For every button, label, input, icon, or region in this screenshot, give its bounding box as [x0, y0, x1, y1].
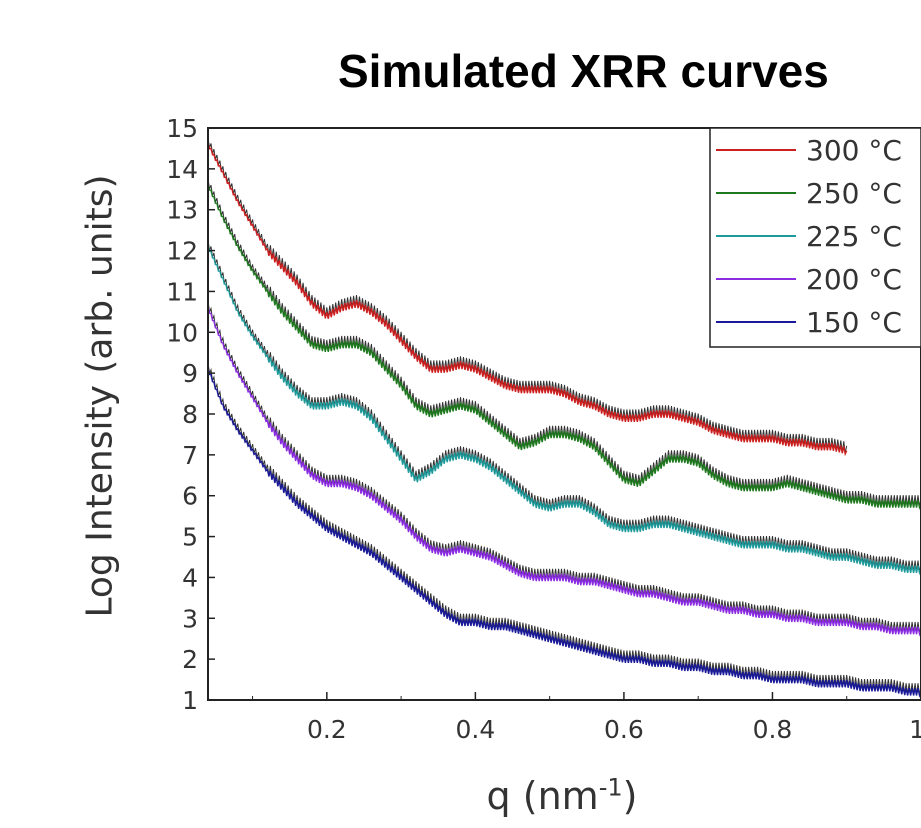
legend-label-4: 150 °C — [806, 306, 902, 339]
series-measured-4 — [207, 362, 921, 695]
x-tick-label-3: 0.8 — [753, 715, 793, 744]
y-tick-label-4: 5 — [182, 523, 198, 552]
chart-title: Simulated XRR curves — [338, 45, 829, 97]
legend-label-3: 200 °C — [806, 263, 902, 296]
x-axis-label-close: ) — [622, 774, 638, 818]
legend-box — [709, 127, 921, 348]
legend: 300 °C 250 °C 225 °C 200 °C 150 °C — [709, 127, 921, 348]
y-tick-label-5: 6 — [182, 482, 198, 511]
series-measured-3 — [207, 301, 921, 634]
y-tick-label-13: 14 — [166, 155, 198, 184]
y-tick-label-10: 11 — [166, 277, 198, 306]
y-tick-label-12: 13 — [166, 196, 198, 225]
series-measured-2 — [207, 239, 921, 572]
series-line-3 — [207, 305, 921, 637]
x-tick-label-2: 0.6 — [604, 715, 644, 744]
legend-label-2: 225 °C — [806, 220, 902, 253]
series-line-2 — [207, 244, 921, 576]
series-line-4 — [207, 367, 921, 698]
y-tick-label-6: 7 — [182, 441, 198, 470]
y-tick-label-11: 12 — [166, 237, 198, 266]
x-tick-label-1: 0.4 — [455, 715, 495, 744]
x-tick-label-4: 1. — [909, 715, 921, 744]
series-layer — [207, 137, 921, 698]
legend-label-1: 250 °C — [806, 177, 902, 210]
series-line-0 — [207, 142, 848, 457]
y-tick-label-2: 3 — [182, 604, 198, 633]
series-measured-1 — [207, 178, 921, 507]
y-tick-label-8: 9 — [182, 359, 198, 388]
x-tick-label-0: 0.2 — [307, 715, 347, 744]
y-tick-label-14: 15 — [166, 114, 198, 143]
y-axis-label: Log Intensity (arb. units) — [79, 174, 121, 618]
series-line-1 — [207, 183, 921, 511]
legend-label-0: 300 °C — [806, 134, 902, 167]
x-axis-label-sup: -1 — [598, 773, 623, 802]
y-tick-label-0: 1 — [182, 686, 198, 715]
x-axis-label: q (nm-1) — [487, 774, 638, 818]
y-tick-label-3: 4 — [182, 563, 198, 592]
y-tick-label-9: 10 — [166, 318, 198, 347]
y-tick-label-1: 2 — [182, 645, 198, 674]
x-axis-label-main: q (nm — [486, 774, 599, 818]
y-tick-label-7: 8 — [182, 400, 198, 429]
